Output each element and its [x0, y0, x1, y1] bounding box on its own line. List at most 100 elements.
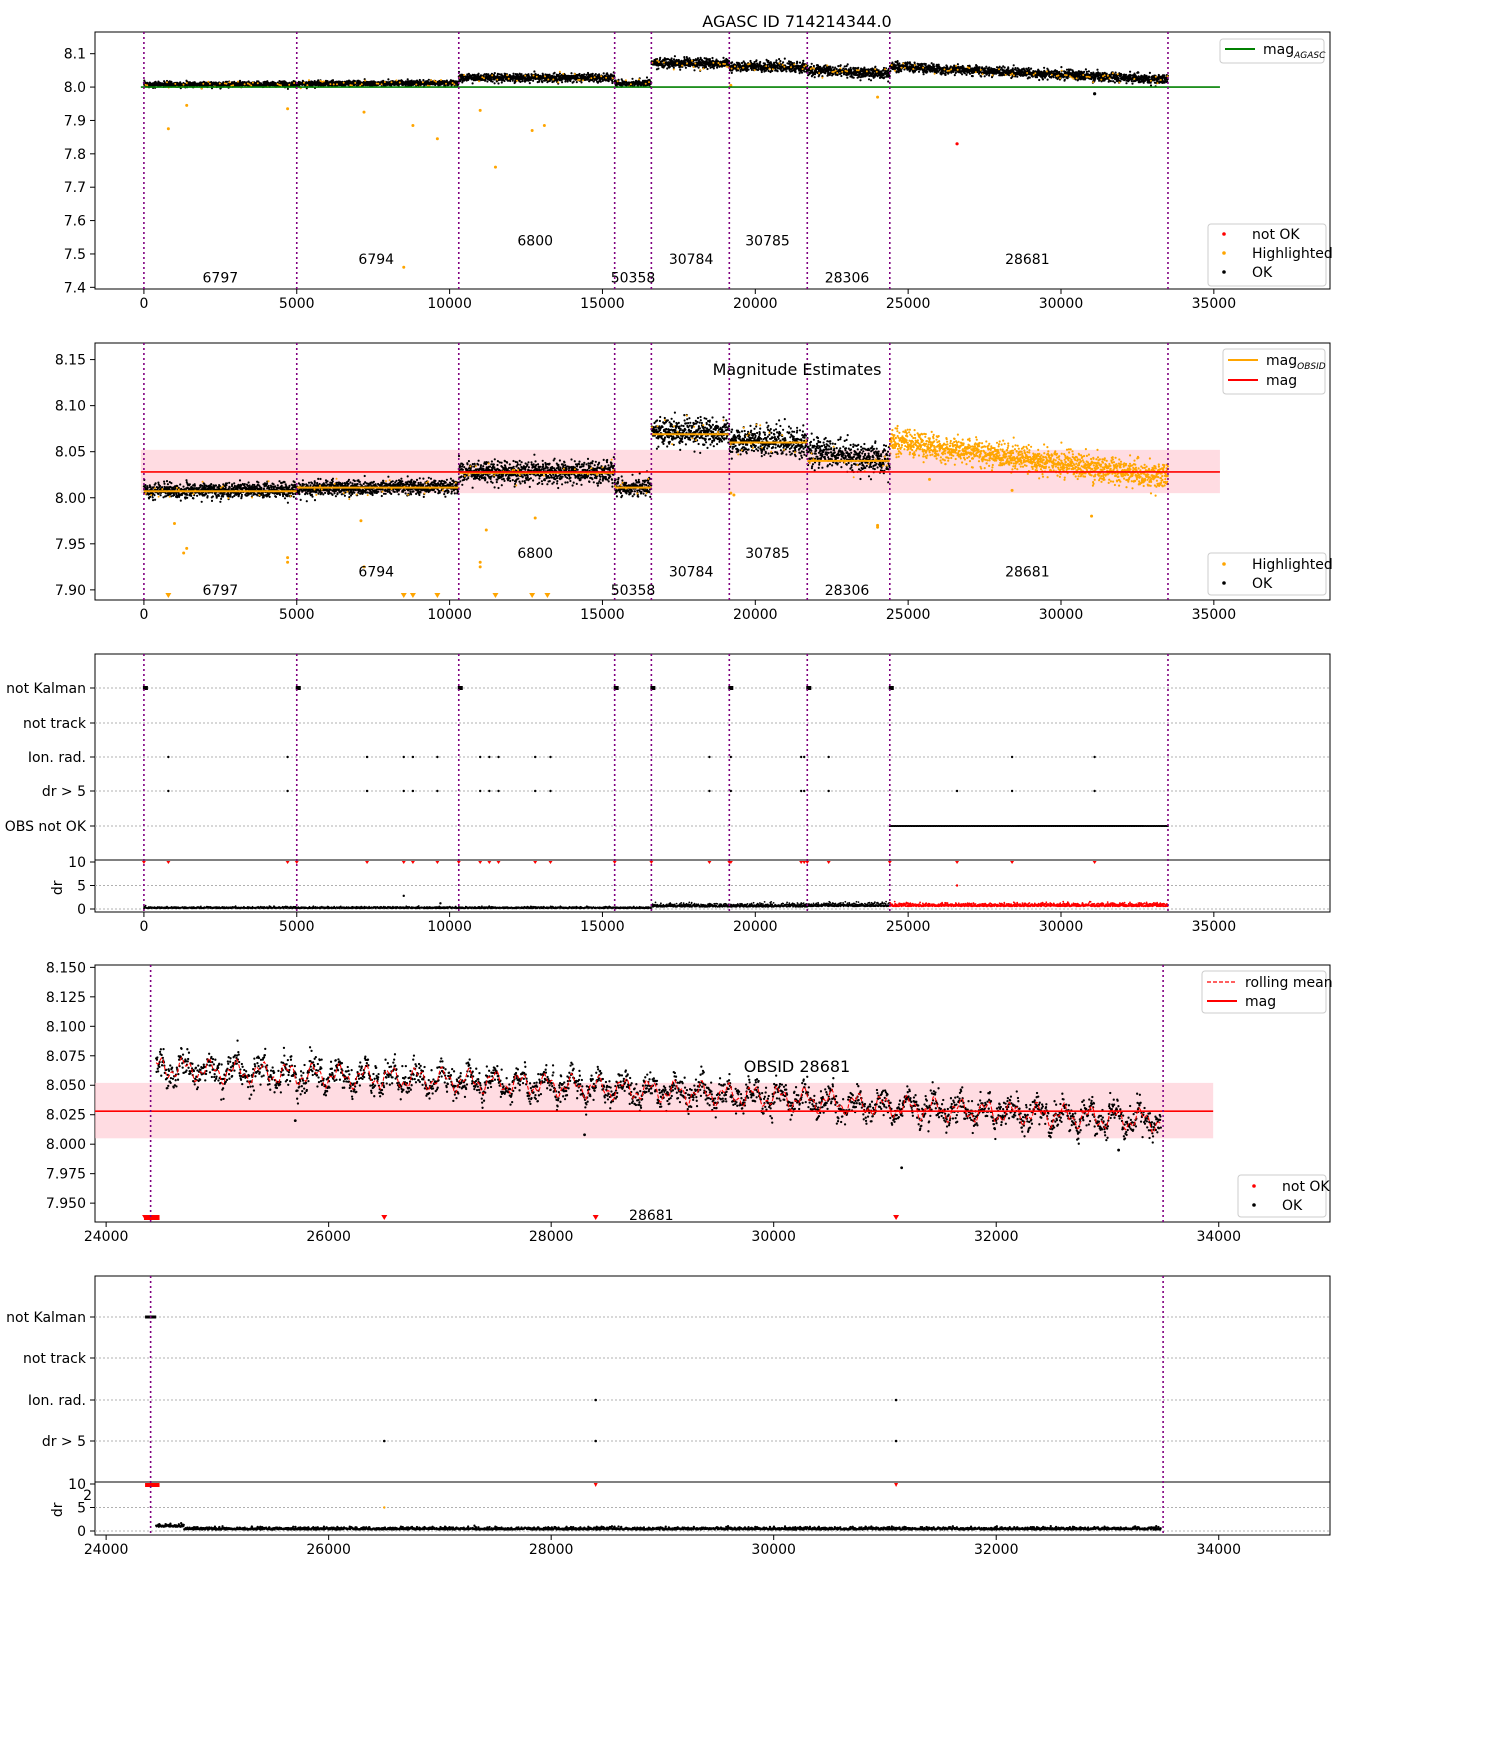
highlighted-point — [484, 528, 488, 532]
x-tick-label: 30000 — [1039, 607, 1084, 623]
clipped-low-marker — [400, 593, 407, 598]
legend-mag-label: mag — [1266, 373, 1297, 389]
x-tick-label: 34000 — [1196, 1542, 1241, 1558]
ion-rad-marker — [549, 755, 552, 759]
highlighted-point — [542, 123, 546, 127]
highlighted-point — [729, 83, 733, 87]
x-tick-label: 0 — [139, 296, 148, 312]
dr-outlier — [383, 1506, 386, 1509]
dr5-marker — [365, 789, 369, 793]
highlighted-point — [411, 123, 415, 127]
legend-box — [1237, 1174, 1327, 1218]
legend-not-ok-swatch — [1252, 1184, 1256, 1188]
x-tick-label: 35000 — [1192, 607, 1237, 623]
obsid-label: 28306 — [825, 270, 870, 286]
y-tick-label: 7.90 — [55, 583, 86, 599]
dr-tick-label: 10 — [68, 855, 86, 871]
x-tick-label: 25000 — [886, 296, 931, 312]
x-tick-label: 34000 — [1196, 1229, 1241, 1245]
legend-ok-swatch — [1252, 1203, 1256, 1207]
dr5-marker — [827, 789, 830, 793]
x-tick-label: 0 — [139, 919, 148, 935]
obsid-label: 28306 — [825, 583, 870, 599]
clipped-low-marker — [529, 593, 536, 598]
obsid-label: 6794 — [358, 564, 394, 580]
y-tick-label: 8.125 — [46, 990, 86, 1006]
dr-clipped-marker — [401, 861, 406, 864]
not-ok-marker — [381, 1215, 388, 1220]
dr-clipped-marker — [1010, 861, 1015, 864]
y-tick-label: 8.075 — [46, 1049, 86, 1065]
obsid-label: 6800 — [517, 234, 553, 250]
highlighted-point — [928, 477, 932, 481]
flag-category-label: Ion. rad. — [28, 1393, 86, 1409]
dr-clipped-marker — [826, 861, 831, 864]
y-tick-label: 8.00 — [55, 491, 86, 507]
highlighted-point — [185, 103, 189, 107]
clipped-low-marker — [434, 593, 441, 598]
dr-clipped-marker — [533, 861, 538, 864]
dr5-marker — [955, 789, 959, 793]
highlighted-point — [1010, 488, 1014, 492]
highlighted-point — [533, 516, 537, 520]
legend-ok-swatch — [1222, 270, 1226, 274]
highlighted-scatter-overlay — [144, 59, 1169, 90]
highlighted-point — [172, 522, 176, 526]
not-ok-point — [1093, 92, 1097, 96]
obs-not-ok-markers — [888, 825, 1169, 827]
dr-clipped-marker — [294, 861, 299, 864]
obsid-label: 30785 — [745, 546, 790, 562]
dr-clipped-marker — [548, 861, 553, 864]
x-tick-label: 20000 — [733, 919, 778, 935]
dr5-marker — [533, 789, 537, 793]
x-tick-label: 30000 — [751, 1542, 796, 1558]
x-tick-label: 25000 — [886, 607, 931, 623]
dr-axis-label: dr — [50, 880, 66, 895]
highlighted-point — [876, 525, 880, 529]
flag-category-label: not Kalman — [6, 681, 86, 697]
not-ok-marker — [592, 1215, 599, 1220]
agasc-magnitude-panel: 6797 6794 6800 50358 30784 30785 28306 28681 0 50… — [64, 31, 1333, 312]
x-tick-label: 20000 — [733, 296, 778, 312]
y-tick-label: 8.0 — [64, 80, 86, 96]
not-kalman-marker — [295, 686, 301, 690]
highlighted-point — [435, 137, 439, 141]
ion-rad-marker — [729, 755, 733, 759]
ion-rad-marker — [411, 755, 415, 759]
dr-clipped-marker — [612, 861, 617, 864]
dr5-marker — [1010, 789, 1014, 793]
dr5-marker — [488, 789, 491, 793]
obsid-label: 6797 — [203, 583, 239, 599]
dr5-marker — [382, 1439, 386, 1443]
y-tick-label: 8.025 — [46, 1108, 86, 1124]
rolling-mean-line — [155, 1056, 1161, 1133]
dr-clipped-marker — [478, 861, 483, 864]
ion-rad-marker — [365, 755, 369, 759]
clipped-low-marker — [544, 593, 551, 598]
ion-rad-marker — [827, 755, 830, 759]
dr5-marker — [894, 1439, 898, 1443]
dr-clipped-marker — [1092, 861, 1097, 864]
dr-clipped-marker — [141, 861, 146, 864]
x-tick-label: 26000 — [306, 1229, 351, 1245]
ion-rad-marker — [803, 755, 806, 759]
dr-clipped-marker — [456, 861, 461, 864]
obsid-label: 6794 — [358, 252, 394, 268]
dr-ok-points — [155, 1521, 1162, 1531]
dr-tick-label: 5 — [77, 1501, 86, 1517]
x-tick-label: 5000 — [279, 296, 315, 312]
y-tick-label: 7.8 — [64, 147, 86, 163]
highlighted-point-cloud — [888, 424, 1169, 497]
legend-ok-swatch — [1222, 581, 1226, 585]
x-tick-label: 35000 — [1192, 919, 1237, 935]
y-tick-label: 8.150 — [46, 960, 86, 976]
dr-clipped-marker — [728, 861, 733, 864]
x-tick-label: 30000 — [1039, 296, 1084, 312]
obsid-label: 50358 — [611, 583, 656, 599]
dr5-marker — [478, 789, 482, 793]
not-ok-marker — [893, 1215, 900, 1220]
y-tick-label: 8.05 — [55, 445, 86, 461]
not-kalman-marker — [728, 686, 734, 690]
plot-frame — [94, 653, 1331, 913]
